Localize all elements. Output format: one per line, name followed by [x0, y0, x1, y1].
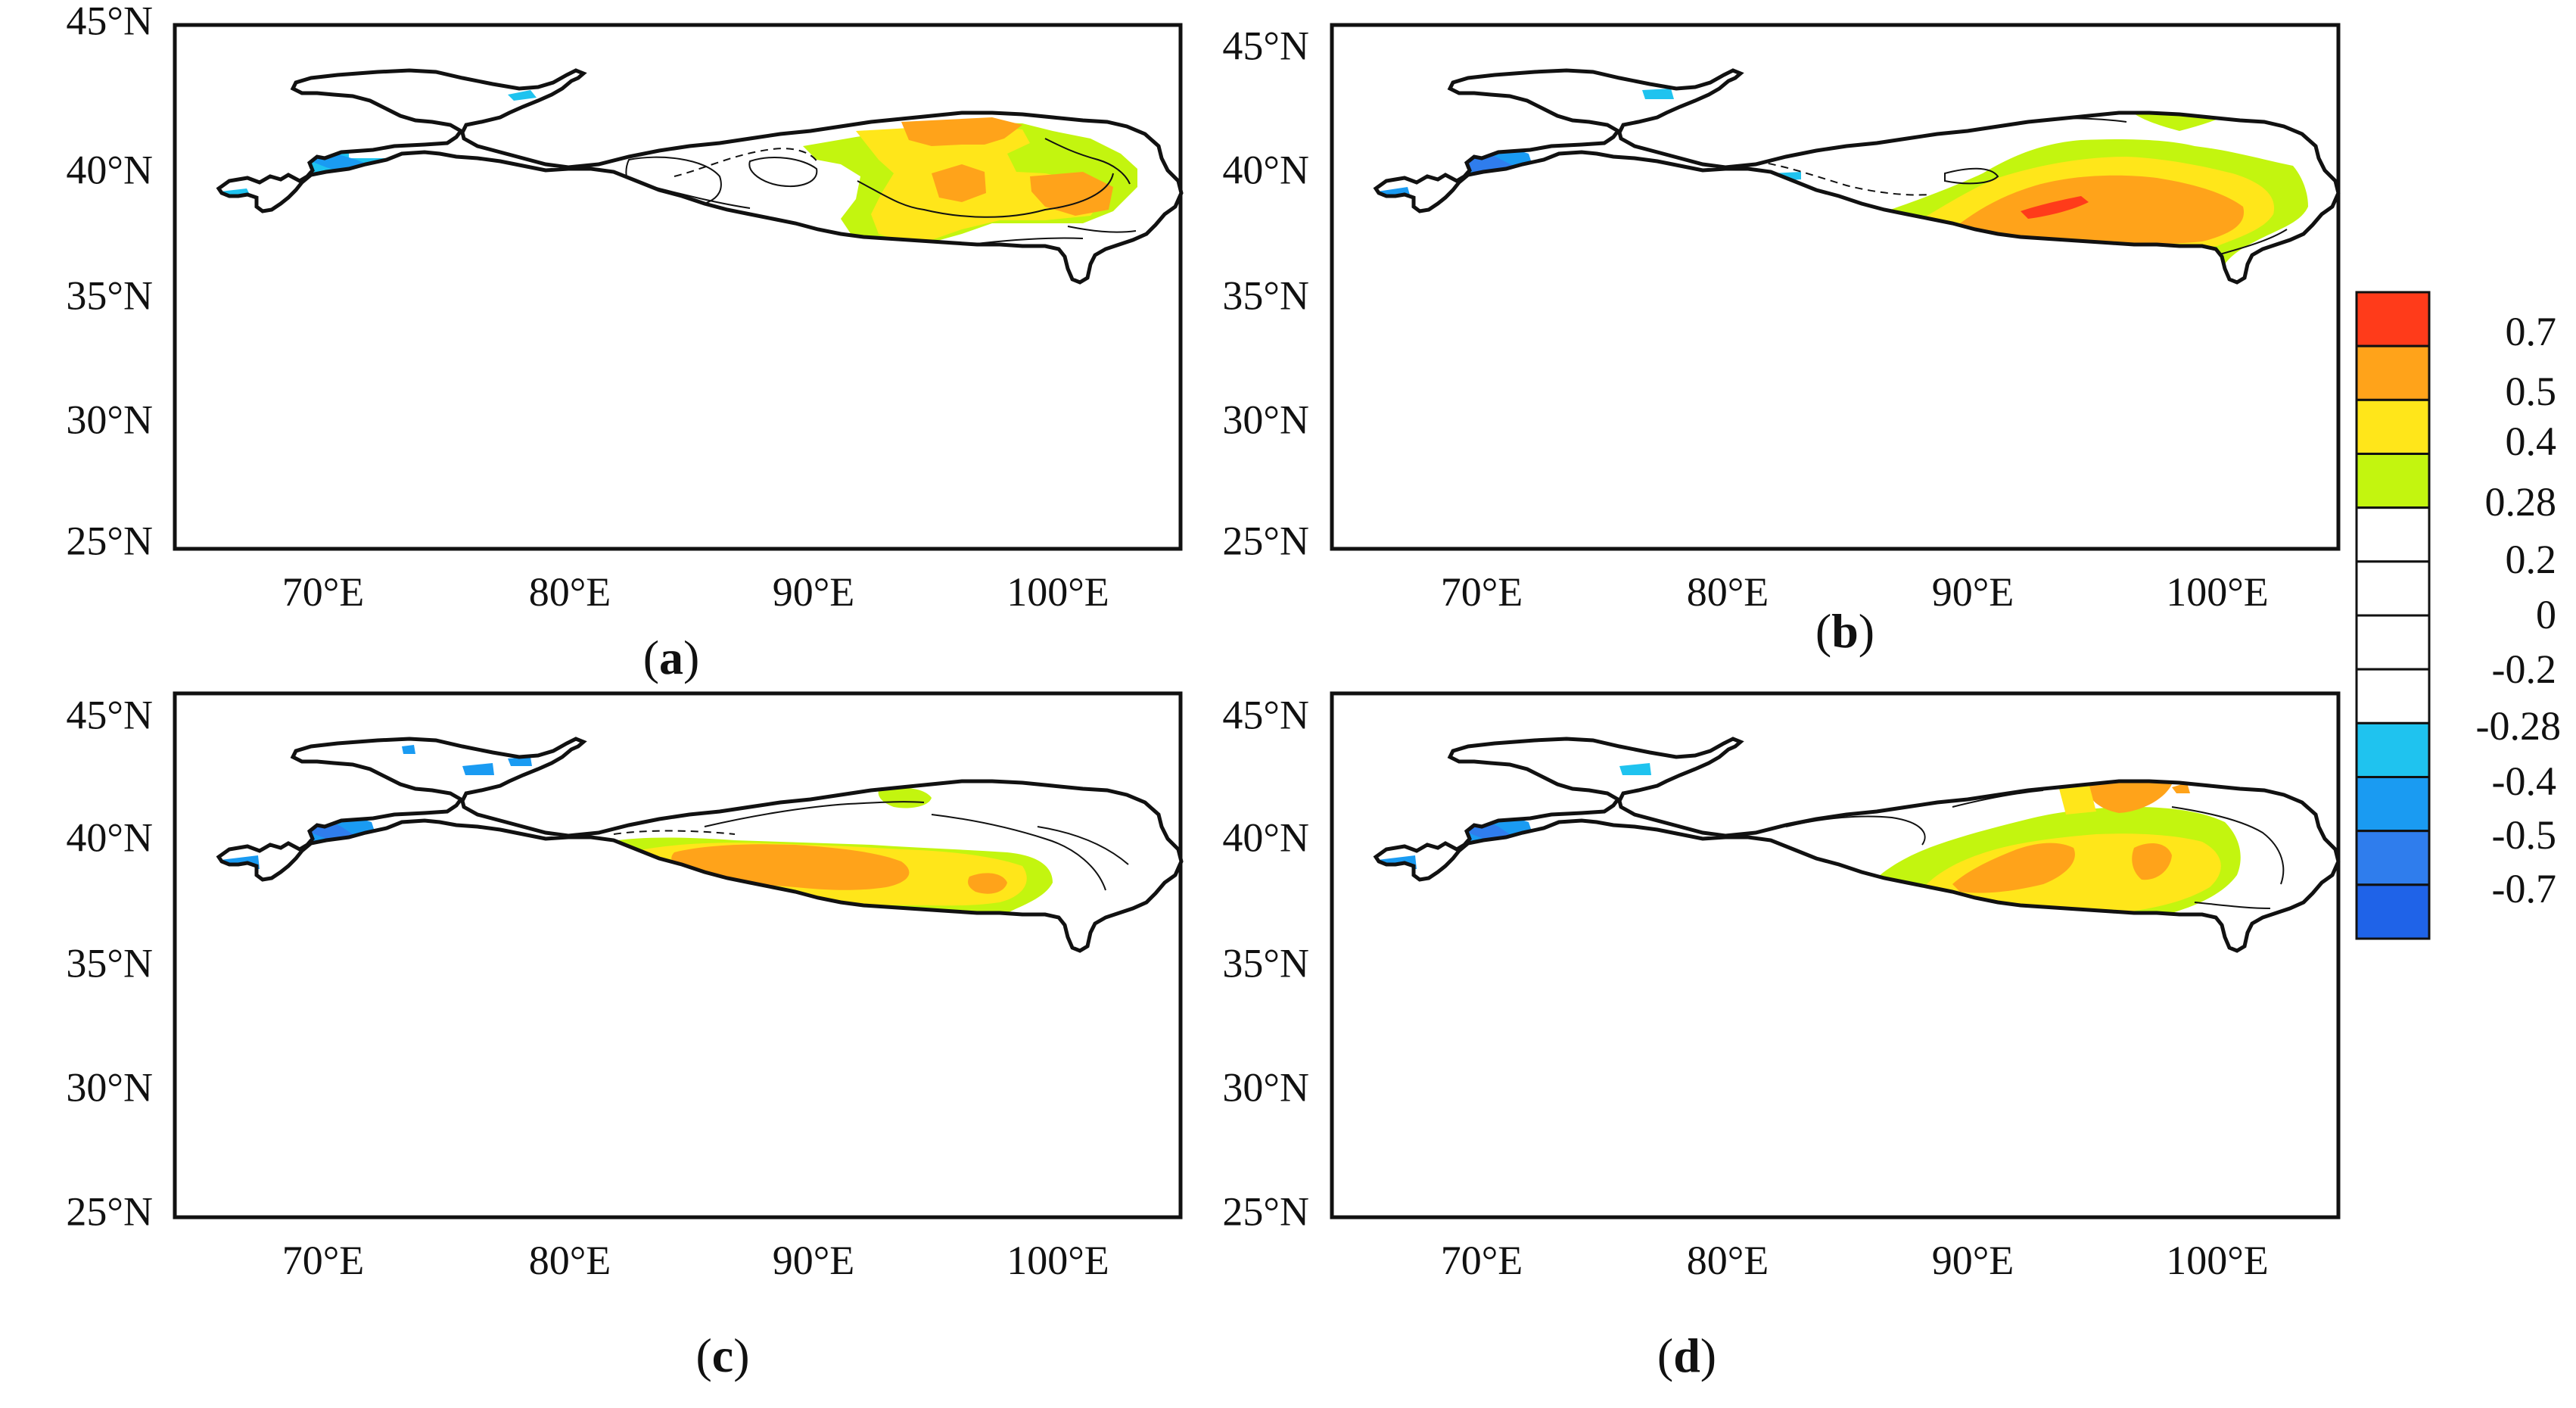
panel-c-frame — [173, 691, 1183, 1220]
panel-c-lat-35: 35°N — [66, 940, 153, 986]
panel-c-lon-80: 80°E — [529, 1238, 611, 1283]
panel-c-label: (c) — [695, 1329, 749, 1382]
colorbar-swatch — [2355, 830, 2431, 886]
panel-d-lon-90: 90°E — [1932, 1238, 2014, 1283]
panel-b-label: (b) — [1815, 604, 1874, 658]
panel-a: 45°N 40°N 35°N 30°N 25°N 70°E 80°E 90°E … — [66, 0, 1181, 684]
panel-d-lat-30: 30°N — [1222, 1064, 1309, 1110]
colorbar-label: -0.5 — [2492, 812, 2556, 858]
colorbar-swatch — [2355, 721, 2431, 778]
colorbar-swatch — [2355, 883, 2431, 940]
panel-d-lon-80: 80°E — [1687, 1238, 1769, 1283]
panel-c-lon-70: 70°E — [282, 1238, 365, 1283]
panel-a-lat-45: 45°N — [66, 0, 153, 43]
panel-c-lon-90: 90°E — [773, 1238, 855, 1283]
panel-c-lat-30: 30°N — [66, 1064, 153, 1110]
colorbar-swatch — [2355, 506, 2431, 563]
colorbar-swatch — [2355, 614, 2431, 671]
panel-b-lon-70: 70°E — [1441, 569, 1523, 615]
panel-a-lat-40: 40°N — [66, 147, 153, 192]
panel-a-lon-100: 100°E — [1006, 569, 1109, 615]
panel-b-lat-30: 30°N — [1222, 397, 1309, 442]
panel-d-lon-100: 100°E — [2166, 1238, 2269, 1283]
colorbar-swatch — [2355, 291, 2431, 347]
panel-a-lat-25: 25°N — [66, 518, 153, 563]
panel-d-lat-25: 25°N — [1222, 1188, 1309, 1234]
colorbar-labels: 0.7 0.5 0.4 0.28 0.2 0 -0.2 -0.28 -0.4 -… — [2476, 309, 2561, 911]
panel-a-lat-35: 35°N — [66, 273, 153, 318]
colorbar: 0.7 0.5 0.4 0.28 0.2 0 -0.2 -0.28 -0.4 -… — [2355, 291, 2561, 940]
colorbar-label: 0.7 — [2506, 309, 2557, 354]
colorbar-swatch — [2355, 398, 2431, 455]
panel-b-lon-100: 100°E — [2166, 569, 2269, 615]
panel-d-lat-45: 45°N — [1222, 692, 1309, 737]
panel-c-lat-45: 45°N — [66, 692, 153, 737]
panel-a-lon-90: 90°E — [773, 569, 855, 615]
colorbar-swatch — [2355, 560, 2431, 617]
colorbar-label: 0.28 — [2485, 479, 2557, 525]
panel-b-frame — [1330, 23, 2341, 551]
panel-d-lon-70: 70°E — [1441, 1238, 1523, 1283]
colorbar-label: 0.2 — [2506, 537, 2557, 582]
colorbar-label: 0 — [2536, 592, 2556, 637]
colorbar-swatch — [2355, 344, 2431, 401]
panel-b-lat-25: 25°N — [1222, 518, 1309, 563]
panel-c-lat-40: 40°N — [66, 815, 153, 860]
panel-b-lat-45: 45°N — [1222, 23, 1309, 68]
colorbar-swatch — [2355, 776, 2431, 833]
panel-c-lon-100: 100°E — [1006, 1238, 1109, 1283]
panel-c: 45°N 40°N 35°N 30°N 25°N 70°E 80°E 90°E … — [66, 691, 1183, 1382]
colorbar-swatches — [2355, 291, 2431, 940]
panel-d-frame — [1330, 691, 2341, 1220]
panel-b-lat-40: 40°N — [1222, 147, 1309, 192]
colorbar-label: -0.28 — [2476, 703, 2561, 749]
panel-a-label: (a) — [643, 631, 700, 684]
colorbar-label: -0.4 — [2492, 759, 2556, 804]
panel-b-lon-80: 80°E — [1687, 569, 1769, 615]
panel-c-lat-25: 25°N — [66, 1188, 153, 1234]
panel-d: 45°N 40°N 35°N 30°N 25°N 70°E 80°E 90°E … — [1222, 691, 2341, 1382]
panel-a-lat-30: 30°N — [66, 397, 153, 442]
panel-b-lon-90: 90°E — [1932, 569, 2014, 615]
panel-a-frame — [173, 23, 1183, 551]
panel-d-label: (d) — [1657, 1329, 1716, 1382]
colorbar-label: -0.7 — [2492, 866, 2556, 911]
panel-a-lon-80: 80°E — [529, 569, 611, 615]
panel-d-lat-35: 35°N — [1222, 940, 1309, 986]
colorbar-label: 0.4 — [2506, 419, 2557, 464]
panel-d-lat-40: 40°N — [1222, 815, 1309, 860]
colorbar-swatch — [2355, 453, 2431, 509]
colorbar-label: 0.5 — [2506, 369, 2557, 414]
panel-b-lat-35: 35°N — [1222, 273, 1309, 318]
panel-b: 45°N 40°N 35°N 30°N 25°N 70°E 80°E 90°E … — [1222, 23, 2341, 658]
panel-a-lon-70: 70°E — [282, 569, 365, 615]
colorbar-swatch — [2355, 668, 2431, 724]
colorbar-label: -0.2 — [2492, 646, 2556, 692]
